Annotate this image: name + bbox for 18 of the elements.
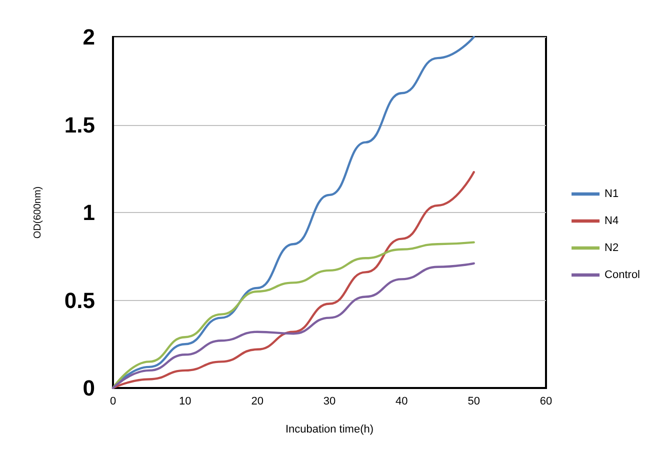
x-tick-label: 30 [323, 396, 336, 408]
y-tick-label: 1.5 [64, 112, 95, 138]
legend-label: Control [604, 269, 640, 281]
y-axis-title: OD(600nm) [32, 186, 44, 239]
x-tick-label: 40 [396, 396, 408, 408]
x-axis-title: Incubation time(h) [285, 424, 374, 436]
legend-label: N1 [604, 188, 619, 200]
x-tick-label: 0 [110, 396, 116, 408]
legend-label: N4 [604, 215, 619, 227]
y-tick-label: 2 [82, 24, 95, 50]
y-tick-label: 1 [82, 200, 95, 225]
x-tick-label: 10 [179, 396, 192, 408]
legend-label: N2 [604, 242, 619, 254]
x-tick-label: 60 [540, 396, 552, 408]
x-tick-label: 50 [468, 396, 480, 408]
x-tick-label: 20 [251, 396, 264, 408]
y-tick-label: 0.5 [64, 288, 95, 313]
line-series [112, 171, 475, 390]
